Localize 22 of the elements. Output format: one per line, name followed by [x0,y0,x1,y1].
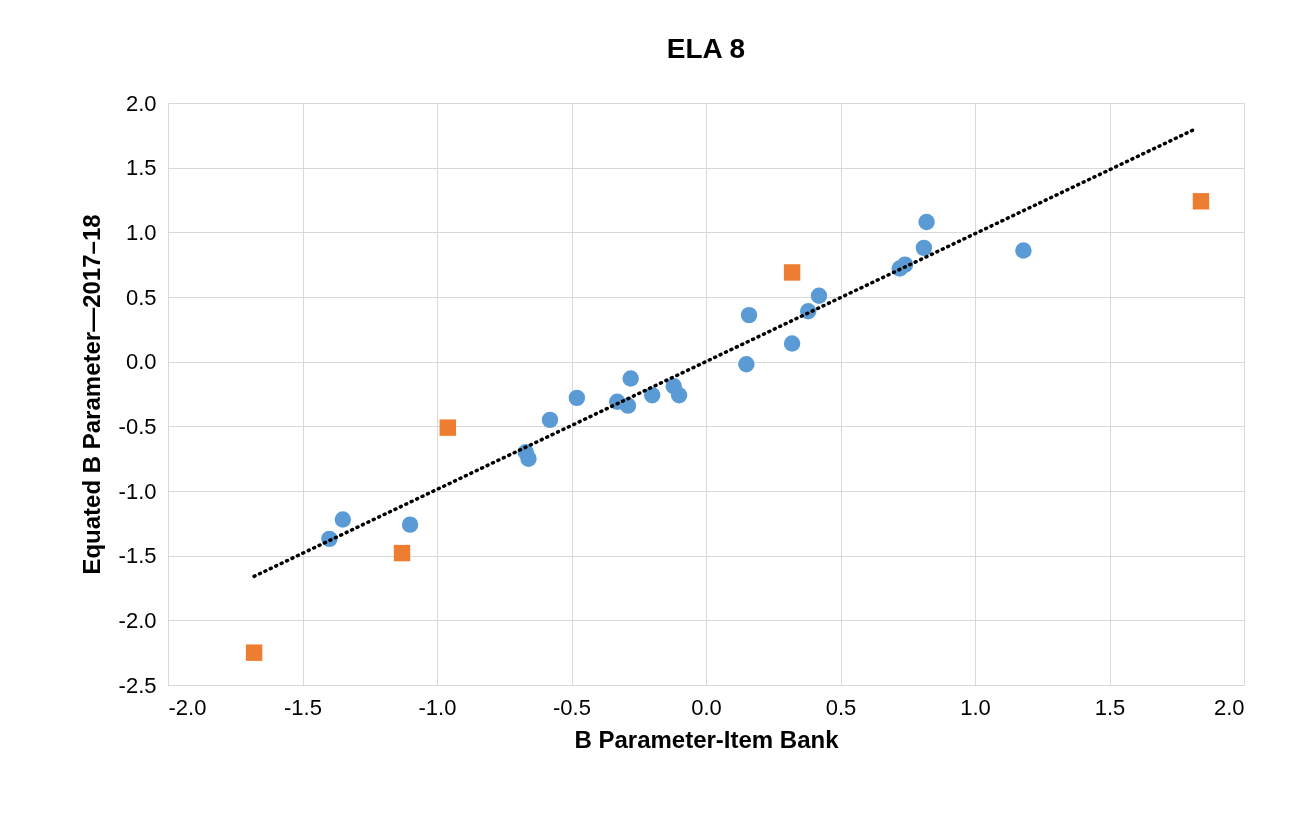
y-tick-label: 0.5 [125,284,157,310]
x-axis-title: B Parameter-Item Bank [574,725,840,753]
x-tick-label: -0.5 [553,694,591,720]
x-tick-label: -1.0 [418,694,457,720]
x-tick-label: 2.0 [1213,694,1245,720]
y-tick-label: 0.0 [125,349,157,375]
y-tick-label: -2.0 [118,607,157,633]
x-tick-label: 0.5 [825,694,857,720]
y-tick-label: 2.0 [125,90,157,116]
y-tick-label: -2.5 [118,672,157,698]
x-tick-label: 1.0 [960,694,991,720]
y-tick-label: -0.5 [118,413,157,439]
y-tick-label: 1.0 [125,219,157,245]
y-axis-title: Equated B Parameter—2017–18 [77,214,105,575]
x-tick-label: 0.0 [691,694,722,720]
chart-title: ELA 8 [666,33,746,64]
x-tick-label: 1.5 [1094,694,1126,720]
y-tick-label: -1.0 [118,478,157,504]
y-tick-label: 1.5 [125,155,157,181]
y-tick-label: -1.5 [118,543,157,569]
x-tick-label: -1.5 [284,694,322,720]
x-tick-label: -2.0 [168,694,207,720]
